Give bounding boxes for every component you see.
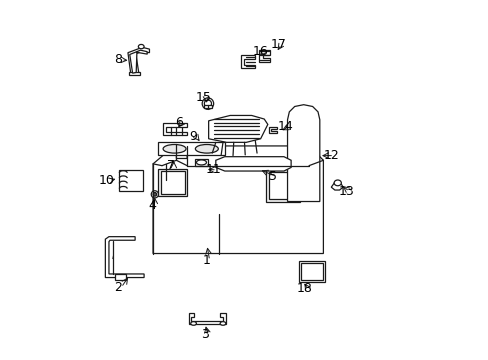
Polygon shape (287, 105, 319, 202)
Polygon shape (208, 116, 267, 142)
Ellipse shape (333, 180, 341, 186)
Ellipse shape (153, 193, 156, 196)
Bar (265, 169, 300, 202)
Ellipse shape (220, 321, 225, 325)
Polygon shape (268, 127, 276, 134)
Text: 5: 5 (268, 170, 277, 183)
Ellipse shape (195, 144, 218, 153)
Text: 6: 6 (175, 116, 183, 129)
Bar (301, 263, 322, 280)
Polygon shape (241, 55, 255, 68)
Text: 4: 4 (148, 199, 156, 212)
Bar (203, 105, 211, 108)
Polygon shape (195, 159, 207, 166)
Text: 3: 3 (201, 328, 208, 341)
Polygon shape (258, 50, 269, 62)
Bar (268, 172, 297, 199)
Polygon shape (330, 181, 343, 190)
Polygon shape (119, 170, 143, 192)
Bar (298, 261, 324, 282)
Text: 12: 12 (323, 149, 339, 162)
Polygon shape (128, 47, 149, 74)
Ellipse shape (163, 144, 185, 153)
Ellipse shape (151, 191, 158, 198)
Text: 17: 17 (270, 38, 286, 51)
Polygon shape (188, 314, 225, 324)
Ellipse shape (196, 160, 206, 165)
Ellipse shape (202, 98, 213, 109)
Text: 1: 1 (203, 254, 210, 267)
Text: 11: 11 (206, 163, 222, 176)
Polygon shape (158, 142, 224, 155)
Text: 18: 18 (296, 282, 312, 295)
Text: 8: 8 (114, 53, 122, 66)
Bar (158, 169, 187, 196)
Text: 14: 14 (277, 121, 293, 134)
Text: 15: 15 (195, 91, 211, 104)
Bar (161, 171, 184, 194)
Polygon shape (129, 50, 147, 73)
Ellipse shape (204, 100, 211, 107)
Bar (129, 72, 140, 75)
Polygon shape (163, 123, 187, 135)
Text: 13: 13 (338, 185, 354, 198)
Text: 10: 10 (98, 174, 114, 187)
Bar (115, 274, 126, 280)
Text: l: l (111, 254, 113, 260)
Text: 9: 9 (189, 130, 197, 144)
Polygon shape (105, 237, 144, 278)
Ellipse shape (190, 321, 196, 325)
Ellipse shape (138, 44, 144, 49)
Text: 7: 7 (166, 159, 175, 172)
Polygon shape (215, 157, 290, 171)
Text: 16: 16 (252, 45, 268, 58)
Polygon shape (153, 144, 323, 253)
Text: 2: 2 (114, 281, 122, 294)
